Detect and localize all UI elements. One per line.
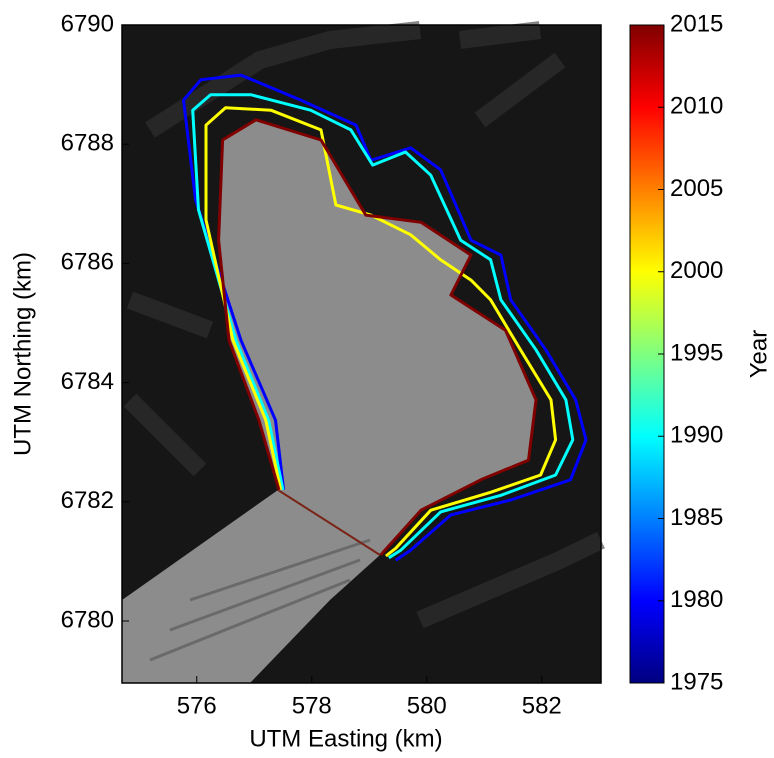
terminus-outline (217, 118, 538, 556)
y-tick-label: 6780 (61, 606, 114, 633)
y-tick-label: 6782 (61, 487, 114, 514)
terminus-outline (204, 106, 558, 558)
colorbar-tick-label: 1980 (670, 586, 723, 613)
glacier-image (122, 120, 535, 683)
y-tick-label: 6786 (61, 249, 114, 276)
terminus-outline (182, 73, 588, 562)
plot-frame (121, 24, 602, 684)
colorbar-tick-label: 2015 (670, 10, 723, 37)
colorbar-label: Year (745, 330, 772, 379)
colorbar-tick-label: 1975 (670, 668, 723, 695)
colorbar-tick-label: 2000 (670, 257, 723, 284)
y-tick-label: 6788 (61, 130, 114, 157)
colorbar-tick-label: 1995 (670, 339, 723, 366)
terminus-outline (191, 93, 575, 560)
flux-gate (277, 489, 381, 556)
y-tick-label: 6790 (61, 10, 114, 37)
x-axis-label: UTM Easting (km) (249, 725, 442, 752)
colorbar-tick-label: 1990 (670, 422, 723, 449)
x-tick-label: 582 (522, 692, 562, 719)
colorbar-tick-label: 2010 (670, 93, 723, 120)
y-axis-label: UTM Northing (km) (9, 252, 36, 456)
y-tick-label: 6784 (61, 368, 114, 395)
terrain (123, 21, 605, 629)
x-tick-label: 576 (177, 692, 217, 719)
x-tick-label: 578 (292, 692, 332, 719)
colorbar-tick-label: 2005 (670, 175, 723, 202)
glacier-texture (149, 538, 371, 662)
x-tick-label: 580 (407, 692, 447, 719)
colorbar-tick-label: 1985 (670, 504, 723, 531)
